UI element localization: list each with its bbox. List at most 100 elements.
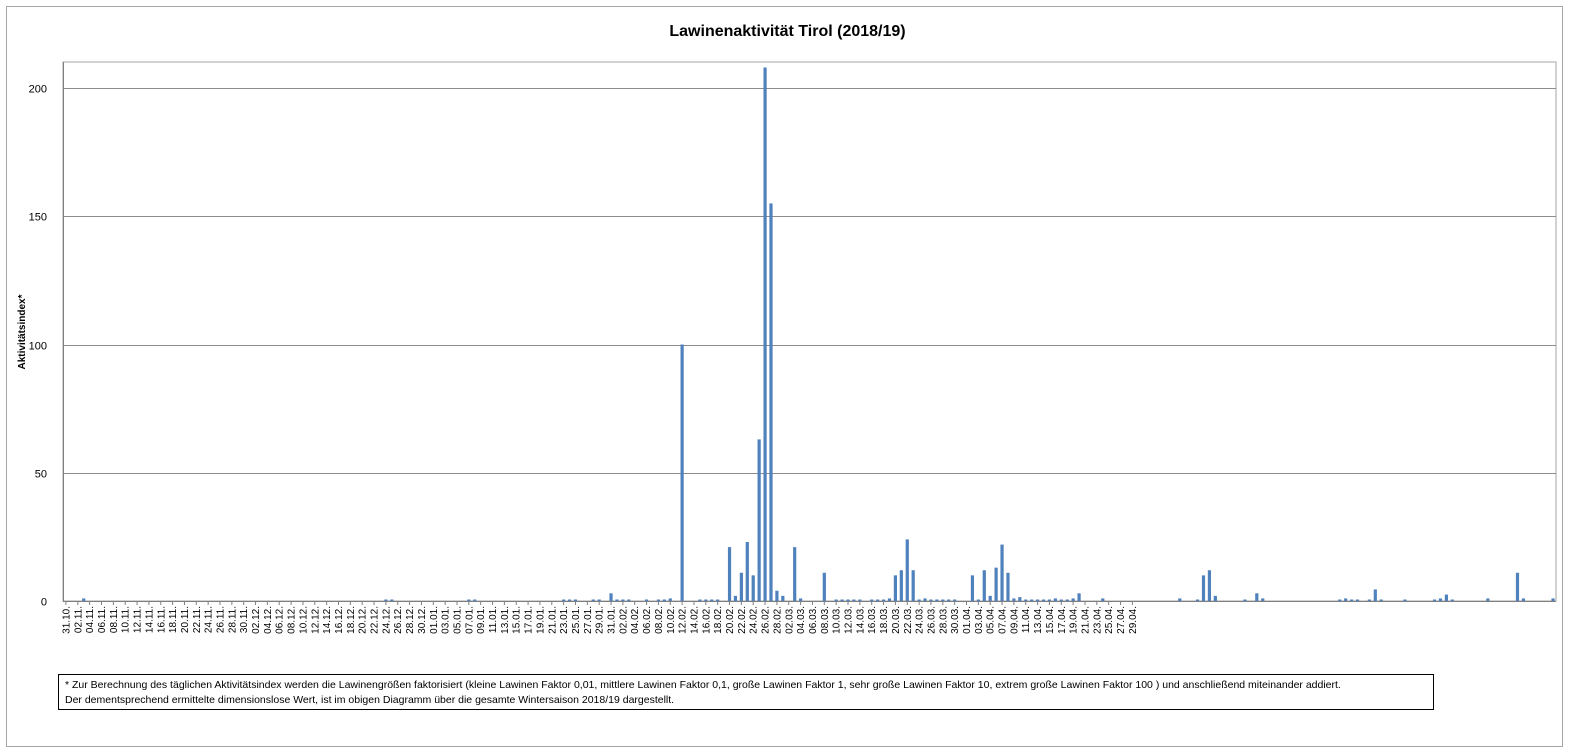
x-tick-label: 21.04.	[1081, 606, 1092, 634]
x-tick-label: 01.04.	[962, 606, 973, 634]
bar	[911, 570, 915, 601]
bar	[781, 595, 785, 601]
bar	[994, 567, 998, 601]
bar	[899, 570, 903, 601]
x-tick-label: 10.11.	[121, 606, 132, 633]
bar	[1367, 599, 1371, 601]
x-tick-label: 23.04.	[1092, 606, 1103, 634]
x-tick-label: 12.12.	[310, 606, 321, 634]
x-tick-label: 18.03.	[879, 606, 890, 634]
x-tick-label: 15.04.	[1045, 606, 1056, 634]
x-tick-label: 28.03.	[938, 606, 949, 634]
x-tick-label: 22.02.	[737, 606, 748, 634]
bar	[473, 599, 477, 601]
x-tick-label: 04.02.	[630, 606, 641, 634]
y-tick-label: 150	[29, 212, 47, 224]
x-tick-label: 25.04.	[1104, 606, 1115, 634]
bar	[988, 595, 992, 601]
bar	[1012, 598, 1016, 601]
x-tick-label: 29.04.	[1128, 606, 1139, 634]
bar	[858, 599, 862, 601]
bar	[1521, 598, 1526, 601]
bar	[929, 599, 933, 601]
x-tick-label: 14.12.	[322, 606, 333, 634]
bar	[1024, 599, 1028, 601]
x-tick-label: 03.01.	[441, 606, 452, 634]
bar	[1000, 544, 1004, 601]
bar	[1486, 598, 1490, 601]
bar	[751, 575, 755, 601]
x-tick-label: 26.11.	[216, 606, 227, 633]
bar	[846, 599, 850, 601]
x-tick-label: 10.12.	[298, 606, 309, 634]
x-tick-label: 16.03.	[867, 606, 878, 634]
bar	[876, 599, 880, 601]
x-tick-label: 04.12.	[263, 606, 274, 634]
x-tick-label: 03.04.	[974, 606, 985, 634]
x-tick-label: 18.11.	[168, 606, 179, 633]
bar	[935, 599, 939, 601]
footnote-line-2: Der dementsprechend ermittelte dimension…	[65, 694, 675, 706]
bar	[923, 598, 927, 601]
bar	[727, 547, 732, 601]
bar	[793, 547, 797, 601]
x-tick-label: 05.01.	[453, 606, 464, 634]
x-tick-label: 12.02.	[678, 606, 689, 634]
x-tick-label: 09.01.	[476, 606, 487, 634]
bar	[1065, 599, 1069, 601]
bar	[384, 599, 388, 601]
bar	[1207, 570, 1212, 601]
x-tick-label: 28.02.	[772, 606, 783, 634]
footnote-box: * Zur Berechnung des täglichen Aktivität…	[58, 674, 1434, 710]
bar	[680, 344, 684, 601]
x-tick-label: 22.03.	[903, 606, 914, 634]
y-axis-label: Aktivitätsindex*	[17, 294, 28, 369]
chart-frame	[6, 6, 1563, 747]
bar	[467, 599, 471, 601]
x-tick-label: 24.12.	[381, 606, 392, 634]
bar	[970, 575, 975, 601]
bar	[1059, 599, 1063, 601]
bar	[390, 599, 394, 601]
bar	[656, 599, 661, 601]
bar	[733, 595, 738, 601]
bar	[947, 599, 951, 601]
bar	[1515, 572, 1520, 601]
bar	[1438, 598, 1443, 601]
bar	[881, 599, 886, 601]
x-tick-label: 20.02.	[725, 606, 736, 634]
bar	[710, 599, 714, 601]
bar	[1047, 599, 1052, 601]
footnote-line-1: * Zur Berechnung des täglichen Aktivität…	[65, 679, 1341, 691]
bar	[1018, 597, 1022, 601]
bar	[1444, 594, 1448, 601]
bar	[597, 599, 601, 601]
x-tick-label: 13.01.	[500, 606, 511, 634]
bar	[887, 598, 892, 601]
x-tick-label: 19.04.	[1069, 606, 1080, 634]
bar	[769, 203, 773, 601]
bar	[1077, 593, 1081, 601]
bar	[591, 599, 595, 601]
y-tick-label: 0	[41, 597, 47, 609]
x-tick-label: 26.03.	[927, 606, 938, 634]
bar	[982, 570, 986, 601]
x-tick-label: 17.01.	[524, 606, 535, 634]
bar	[1201, 575, 1206, 601]
x-tick-label: 07.01.	[464, 606, 475, 634]
bar	[745, 542, 749, 601]
x-tick-label: 20.11.	[180, 606, 191, 633]
bar	[840, 599, 844, 601]
x-tick-label: 06.12.	[275, 606, 286, 634]
bar	[1006, 572, 1010, 601]
x-tick-label: 06.02.	[642, 606, 653, 634]
bar	[1041, 599, 1046, 601]
bar	[739, 572, 743, 601]
x-tick-label: 04.03.	[796, 606, 807, 634]
bar	[1213, 595, 1217, 601]
x-tick-label: 23.01.	[559, 606, 570, 634]
bar	[822, 572, 826, 601]
x-tick-label: 12.11.	[133, 606, 144, 633]
bar	[1195, 599, 1200, 601]
x-tick-label: 04.11.	[85, 606, 96, 633]
